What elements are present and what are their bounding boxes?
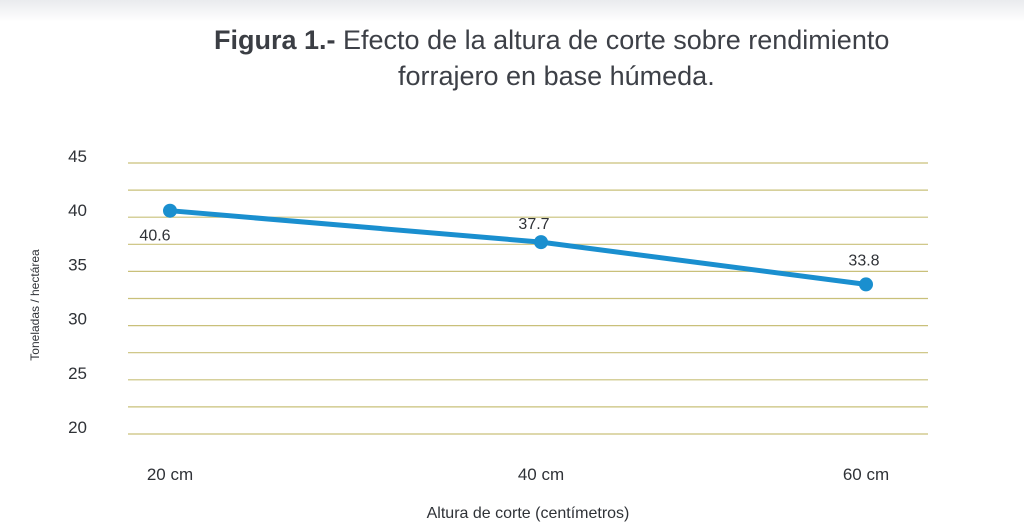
x-tick-label: 20 cm (147, 465, 193, 484)
y-tick-label: 25 (68, 364, 87, 383)
caption-line-2: forrajero en base húmeda. (398, 61, 715, 91)
grid-lines (128, 162, 928, 435)
x-tick-label: 60 cm (843, 465, 889, 484)
x-axis-title: Altura de corte (centímetros) (427, 505, 630, 522)
data-point (534, 235, 548, 250)
y-axis-title: Toneladas / hectárea (28, 249, 42, 361)
y-tick-label: 30 (68, 310, 87, 329)
y-tick-label: 35 (68, 255, 87, 274)
y-tick-label: 45 (68, 147, 87, 166)
figure-caption: Figura 1.- Efecto de la altura de corte … (200, 22, 1020, 94)
data-label: 37.7 (518, 216, 549, 233)
series-layer (163, 203, 873, 292)
caption-line-1: Figura 1.- Efecto de la altura de corte … (200, 22, 1020, 58)
top-shade (0, 0, 1024, 22)
data-label: 40.6 (139, 228, 170, 245)
figure-label: Figura 1.- (214, 25, 336, 55)
caption-text-1: Efecto de la altura de corte sobre rendi… (343, 25, 890, 55)
x-axis-ticks: 20 cm 40 cm 60 cm (147, 465, 889, 484)
data-labels: 40.6 37.7 33.8 (139, 216, 879, 269)
y-tick-label: 20 (68, 418, 87, 437)
data-point (859, 277, 873, 292)
data-label: 33.8 (848, 252, 879, 269)
y-axis-ticks: 20 25 30 35 40 45 (68, 147, 87, 437)
data-point (163, 203, 177, 218)
y-tick-label: 40 (68, 201, 87, 220)
x-tick-label: 40 cm (518, 465, 564, 484)
